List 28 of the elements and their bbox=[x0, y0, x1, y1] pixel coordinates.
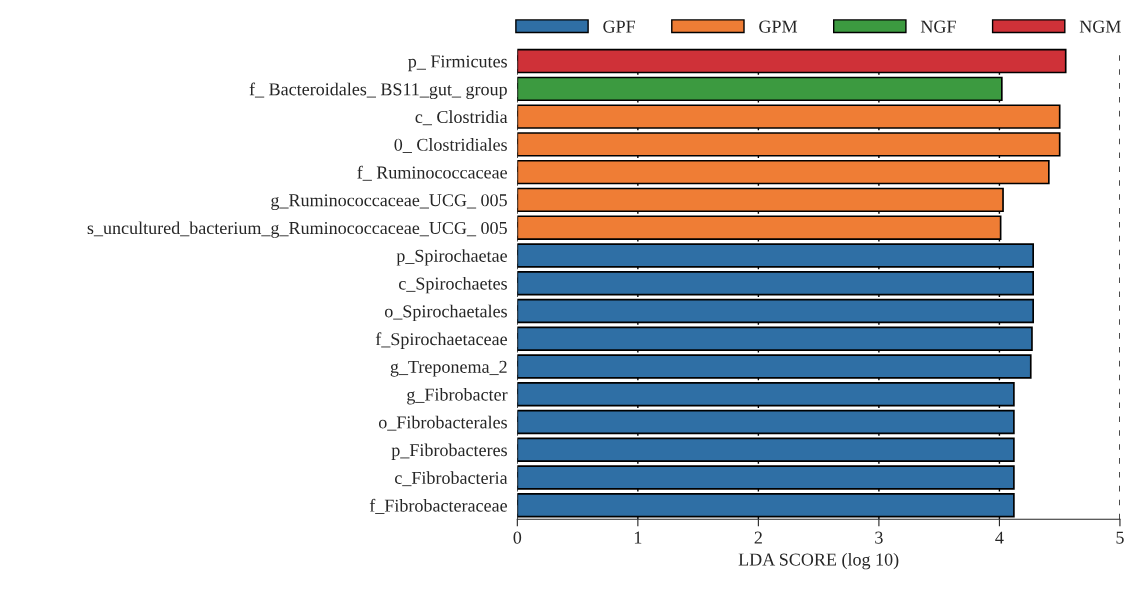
y-tick-label: s_uncultured_bacterium_g_Ruminococcaceae_UCG_ 005 bbox=[87, 221, 507, 238]
x-tick-label: 5 bbox=[1116, 531, 1124, 544]
y-tick-label: c_ Clostridia bbox=[415, 110, 508, 126]
y-tick-label: p_Spirochaetae bbox=[396, 249, 507, 266]
y-tick-label: g_Ruminococcaceae_UCG_ 005 bbox=[271, 194, 507, 211]
legend-label: GPM bbox=[759, 20, 798, 33]
x-tick-label: 4 bbox=[995, 531, 1004, 544]
y-tick-label: f_Spirochaetaceae bbox=[375, 332, 507, 349]
y-tick-label: o_Spirochaetales bbox=[384, 304, 507, 322]
y-tick-label: g_Fibrobacter bbox=[407, 387, 508, 405]
y-tick-label: g_Treponema_2 bbox=[390, 360, 507, 377]
y-tick-label: p_ Firmicutes bbox=[408, 55, 507, 72]
legend-label: NGF bbox=[920, 20, 956, 33]
y-tick-label: c_Spirochaetes bbox=[399, 276, 507, 294]
y-tick-label: c_Fibrobacteria bbox=[395, 471, 508, 487]
y-tick-label: 0_ Clostridiales bbox=[394, 138, 507, 153]
y-tick-label: f_ Bacteroidales_ BS11_gut_ group bbox=[249, 82, 507, 100]
y-tick-label: o_Fibrobacterales bbox=[378, 415, 507, 431]
legend-label: GPF bbox=[603, 20, 636, 33]
x-tick-label: 1 bbox=[634, 531, 642, 544]
y-tick-label: f_ Ruminococcaceae bbox=[357, 165, 507, 181]
y-tick-label: p_Fibrobacteres bbox=[391, 443, 507, 460]
x-tick-label: 0 bbox=[513, 531, 522, 544]
x-tick-label: 2 bbox=[754, 531, 762, 544]
x-axis-title: LDA SCORE (log 10) bbox=[738, 552, 899, 570]
y-tick-label: f_Fibrobacteraceae bbox=[369, 498, 507, 514]
x-tick-label: 3 bbox=[875, 531, 883, 544]
legend-label: NGM bbox=[1079, 20, 1121, 33]
